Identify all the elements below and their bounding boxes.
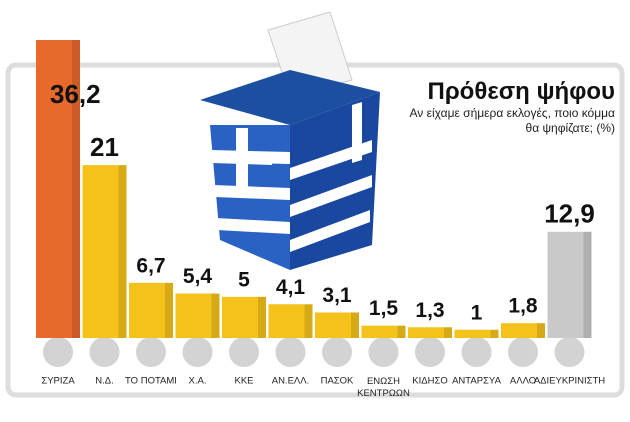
value-label: 3,1 [322, 284, 352, 307]
bar [454, 329, 499, 338]
bar-shade [444, 327, 452, 338]
value-label: 21 [90, 132, 119, 162]
value-label: 1,5 [369, 297, 399, 320]
party-icon [552, 335, 587, 369]
bar [36, 40, 80, 338]
x-tick-label: ΠΑΣΟΚ [321, 376, 354, 387]
x-tick-label: ΕΝΩΣΗ ΚΕΝΤΡΩΩΝ [357, 376, 410, 399]
bar-shade [258, 296, 266, 338]
bar-shade [351, 312, 359, 338]
value-label: 1,3 [415, 299, 444, 322]
bar-shade [165, 282, 173, 338]
party-icon [180, 335, 215, 369]
x-tick-label: Ν.Δ. [95, 376, 114, 387]
bar-shade [397, 325, 406, 338]
party-icon [87, 335, 122, 369]
bar-shade [304, 304, 313, 338]
bar [361, 325, 406, 338]
bar [408, 327, 452, 338]
ballot-box [200, 11, 380, 270]
x-tick-label: ΚΙΔΗΣΟ [412, 376, 447, 387]
party-icon [506, 335, 540, 369]
bar-shade [490, 329, 499, 338]
bar-shade [72, 40, 80, 338]
bar-shade [537, 323, 545, 338]
bar-shade [211, 293, 220, 338]
party-icon [366, 335, 401, 369]
value-label: 12,9 [544, 199, 595, 229]
value-label: 36,2 [50, 79, 101, 109]
party-icon [413, 335, 447, 369]
bar [501, 323, 545, 338]
value-label: 1 [471, 301, 483, 324]
party-icon [227, 335, 261, 369]
x-tick-label: ΚΚΕ [234, 376, 253, 387]
x-tick-label: ΣΥΡΙΖΑ [41, 376, 75, 387]
bar [268, 304, 313, 338]
bar [222, 296, 266, 338]
x-tick-label: ΤΟ ΠΟΤΑΜΙ [125, 376, 177, 387]
bar [82, 165, 127, 338]
value-label: 4,1 [276, 276, 306, 299]
bar-shade [583, 231, 592, 338]
bar [547, 231, 592, 338]
bar [129, 282, 173, 338]
chart-subtitle: Αν είχαμε σήμερα εκλογές, ποιο κόμμα θα … [409, 106, 615, 135]
x-tick-label: ΑΛΛΟ [510, 376, 536, 387]
x-tick-label: ΑΝΤΑΡΣΥΑ [452, 376, 501, 387]
value-label: 5 [238, 268, 250, 291]
party-icon [320, 335, 354, 369]
bar [315, 312, 359, 338]
value-label: 5,4 [183, 265, 213, 288]
x-tick-label: Χ.Α. [189, 376, 207, 387]
chart-title: Πρόθεση ψήφου [427, 78, 616, 105]
x-tick-label: ΑΝ.ΕΛΛ. [272, 376, 310, 387]
x-tick-label: ΑΔΙΕΥΚΡΙΝΙΣΤΗ [534, 376, 605, 387]
party-icon [41, 335, 75, 369]
party-icon [134, 335, 168, 369]
value-label: 1,8 [508, 295, 538, 318]
bar [175, 293, 220, 338]
party-icon [459, 335, 494, 369]
party-icon [273, 335, 308, 369]
bar-shade [118, 165, 127, 338]
value-label: 6,7 [136, 254, 165, 277]
